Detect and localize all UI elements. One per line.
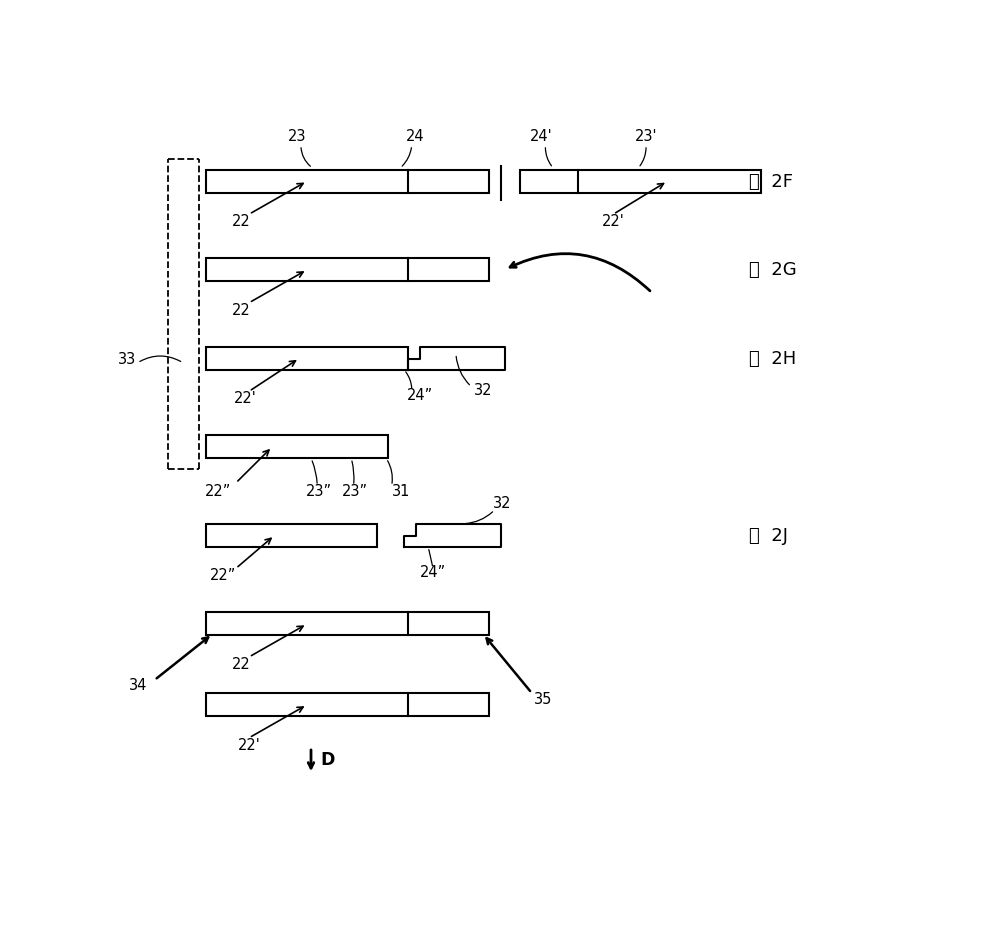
Text: 23: 23 — [288, 129, 306, 144]
Text: 32: 32 — [474, 383, 492, 398]
Text: 图  2H: 图 2H — [749, 349, 796, 367]
Text: 22': 22' — [602, 214, 625, 228]
Text: 33: 33 — [118, 351, 137, 367]
Text: 34: 34 — [129, 678, 147, 693]
Text: 22: 22 — [232, 214, 251, 228]
Text: 图  2J: 图 2J — [749, 526, 788, 545]
Text: 22': 22' — [234, 390, 256, 406]
Bar — [206, 170, 489, 193]
Text: 图  2F: 图 2F — [749, 172, 793, 190]
Bar — [206, 613, 489, 636]
Bar — [206, 436, 388, 459]
Text: 图  2G: 图 2G — [749, 261, 796, 279]
Text: 22”: 22” — [210, 567, 237, 583]
Text: 22”: 22” — [205, 483, 231, 498]
Bar — [206, 525, 377, 547]
Text: 23”: 23” — [306, 483, 332, 498]
Bar — [520, 170, 761, 193]
Text: 24': 24' — [530, 129, 553, 144]
Text: 24”: 24” — [406, 387, 433, 403]
Bar — [206, 347, 408, 370]
Text: 32: 32 — [493, 495, 512, 510]
Bar — [206, 259, 489, 282]
Text: 23”: 23” — [342, 483, 368, 498]
Text: 24: 24 — [406, 129, 425, 144]
Text: D: D — [320, 750, 335, 768]
Text: 22: 22 — [232, 302, 251, 317]
Text: 23': 23' — [635, 129, 657, 144]
Text: 31: 31 — [392, 483, 410, 498]
Text: 24”: 24” — [420, 565, 446, 580]
Text: 22: 22 — [232, 656, 251, 671]
Text: 35: 35 — [534, 691, 553, 706]
Bar — [206, 693, 489, 717]
Text: 22': 22' — [238, 737, 260, 752]
